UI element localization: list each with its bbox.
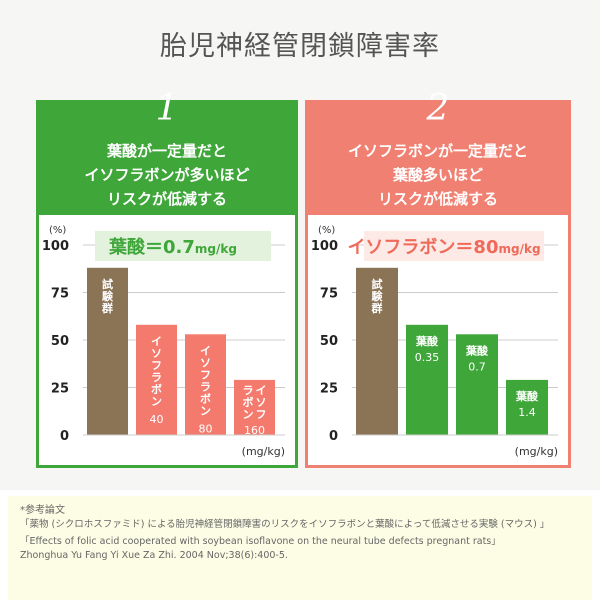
bar-label-char: ン [200, 404, 211, 417]
heading-line: 葉酸多いほど [392, 166, 483, 184]
bar-label: 葉酸 [465, 343, 489, 357]
page-title: 胎児神経管閉鎖障害率 [160, 31, 440, 62]
panel-header: 1 葉酸が一定量だと イソフラボンが多いほど リスクが低減する [39, 89, 295, 215]
bar [406, 324, 448, 435]
bar-label-char: イ [200, 344, 211, 357]
bar-label: 0.35 [415, 351, 440, 364]
y-tick-label: 50 [51, 334, 69, 349]
references-heading: *参考論文 [20, 505, 65, 516]
y-tick-label: 50 [320, 334, 338, 349]
y-axis-label: (%) [49, 225, 66, 236]
bar-label: 0.7 [468, 360, 486, 373]
heading-line: 葉酸が一定量だと [106, 142, 227, 160]
reference-citation: Zhonghua Yu Fang Yi Xue Za Zhi. 2004 Nov… [20, 550, 288, 561]
bar-label: 葉酸 [415, 334, 439, 348]
x-axis-label: (mg/kg) [242, 445, 285, 458]
condition-unit: mg/kg [195, 242, 237, 256]
bar-label: 160 [244, 424, 265, 437]
bar [456, 334, 498, 435]
heading-line: イソフラボンが多いほど [84, 166, 250, 184]
y-axis-label: (%) [318, 225, 335, 236]
heading-line: イソフラボンが一定量だと [347, 142, 528, 160]
bar-label: 1.4 [518, 406, 536, 419]
bar [506, 379, 548, 435]
bar-label-char: ソ [151, 347, 162, 360]
bar-label-char: ン [151, 395, 162, 408]
bar-label: 葉酸 [515, 389, 539, 403]
bar-label-char: ソ [256, 396, 267, 409]
condition-label: イソフラボン＝80mg/kg [347, 237, 540, 258]
panel-number: 1 [155, 88, 179, 129]
bar-label-char: フ [151, 359, 162, 372]
bar-label-char: ン [243, 408, 254, 421]
y-tick-label: 75 [51, 287, 69, 302]
references-box [8, 496, 592, 600]
bar [136, 324, 177, 435]
bar-label-char: ラ [151, 371, 162, 384]
y-tick-label: 0 [60, 429, 69, 444]
x-axis-label: (mg/kg) [515, 445, 558, 458]
condition-unit: mg/kg [499, 242, 541, 256]
reference-en: 「Effects of folic acid cooperated with s… [20, 536, 501, 547]
bar-label: 40 [150, 413, 164, 426]
panel-header: 2 イソフラボンが一定量だと 葉酸多いほど リスクが低減する [308, 89, 568, 215]
reference-ja: 「薬物 (シクロホスファミド) による胎児神経管閉鎖障害のリスクをイソフラボンと… [20, 519, 550, 530]
y-tick-label: 75 [320, 287, 338, 302]
bar-label-char: フ [200, 368, 211, 381]
panel-number: 2 [426, 88, 450, 129]
bar-label-char: 試 [372, 277, 383, 291]
bar [185, 334, 226, 435]
bar-label-char: ラ [243, 384, 254, 397]
y-tick-label: 0 [329, 429, 338, 444]
bar-label-char: 験 [372, 289, 384, 303]
condition-box [364, 231, 544, 261]
bar-label-char: イ [151, 335, 162, 348]
bar [87, 267, 128, 435]
condition-box [95, 231, 271, 261]
bar-label: 80 [199, 422, 213, 435]
bar-label-char: フ [256, 408, 267, 421]
bar-label-char: 群 [101, 301, 113, 315]
bar-label-char: 群 [371, 301, 383, 315]
y-tick-label: 100 [311, 239, 338, 254]
y-tick-label: 25 [51, 382, 69, 397]
condition-label: 葉酸＝0.7mg/kg [108, 236, 237, 258]
bar-label-char: ボ [243, 395, 254, 409]
bar-label-char: ボ [200, 391, 211, 405]
y-tick-label: 100 [42, 239, 69, 254]
bar [234, 379, 275, 435]
bar-label-char: ラ [200, 380, 211, 393]
bar-label-char: ボ [151, 382, 162, 396]
heading-line: リスクが低減する [106, 190, 227, 208]
panel-1: 1 葉酸が一定量だと イソフラボンが多いほど リスクが低減する (%) 0 25 50… [36, 89, 298, 468]
bar-label-char: ソ [200, 356, 211, 369]
bar-label-char: 験 [102, 289, 114, 303]
panel-2: 2 イソフラボンが一定量だと 葉酸多いほど リスクが低減する (%) 0 25 50 7… [305, 89, 571, 468]
references: *参考論文 「薬物 (シクロホスファミド) による胎児神経管閉鎖障害のリスクをイ… [20, 504, 592, 563]
heading-line: リスクが低減する [377, 190, 498, 208]
bar [356, 267, 398, 435]
y-tick-label: 25 [320, 382, 338, 397]
bar-label-char: イ [256, 384, 267, 397]
bar-label-char: 試 [102, 277, 113, 291]
